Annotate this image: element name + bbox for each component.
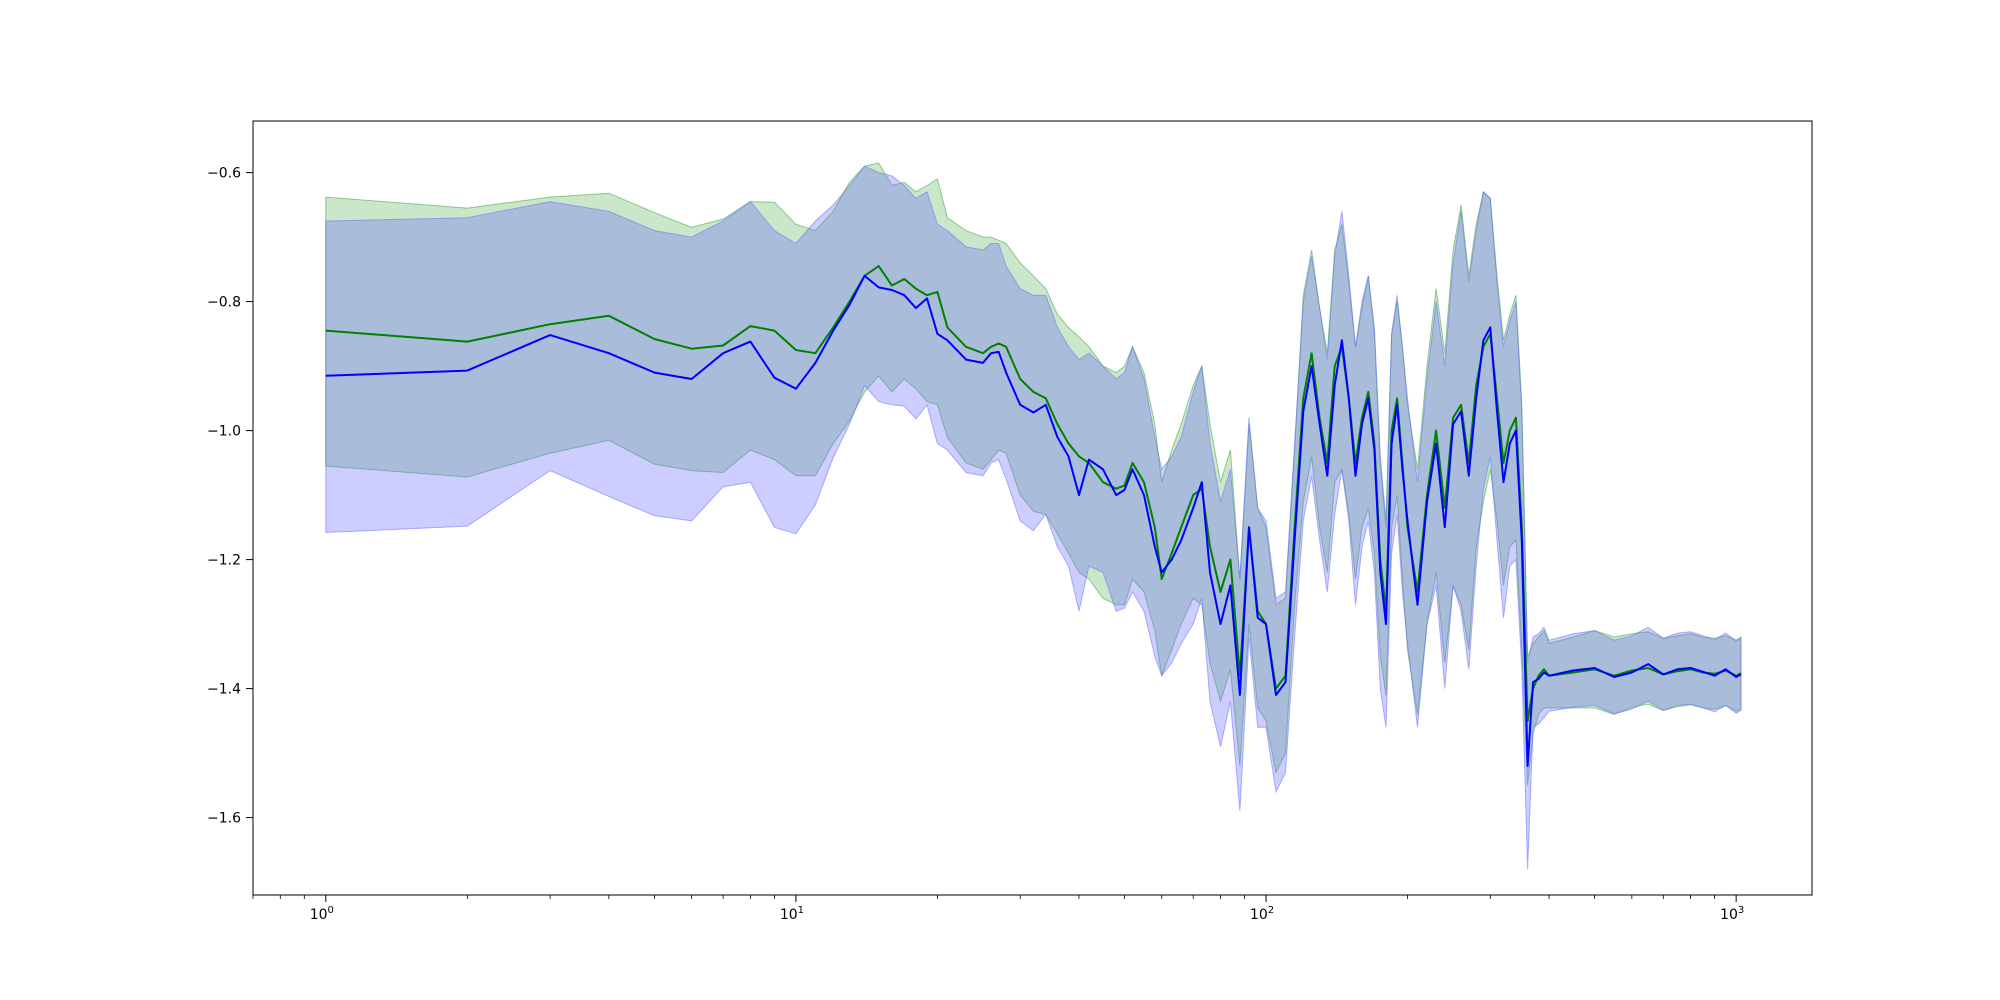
- series-1-line: [325, 265, 1742, 722]
- y-tick-label: −0.6: [207, 166, 241, 182]
- plot-frame: [252, 120, 1813, 896]
- y-tick-label: −1.2: [207, 553, 241, 569]
- y-axis: −0.6 −0.8 −1.0 −1.2 −1.4 −1.6: [207, 166, 253, 827]
- x-tick-label: 101: [780, 905, 804, 923]
- series-2-line: [325, 274, 1742, 767]
- x-tick-label: 103: [1720, 905, 1744, 923]
- y-tick-label: −0.8: [207, 295, 241, 311]
- y-tick-label: −1.4: [207, 682, 241, 698]
- series-2-band: [325, 165, 1742, 870]
- x-tick-label: 100: [310, 905, 334, 923]
- y-tick-label: −1.6: [207, 811, 241, 827]
- x-tick-label: 102: [1250, 905, 1274, 923]
- confidence-bands: [325, 162, 1742, 870]
- y-tick-label: −1.0: [207, 424, 241, 440]
- x-axis: 100 101 102 103: [252, 895, 1744, 923]
- series-lines: [325, 265, 1742, 767]
